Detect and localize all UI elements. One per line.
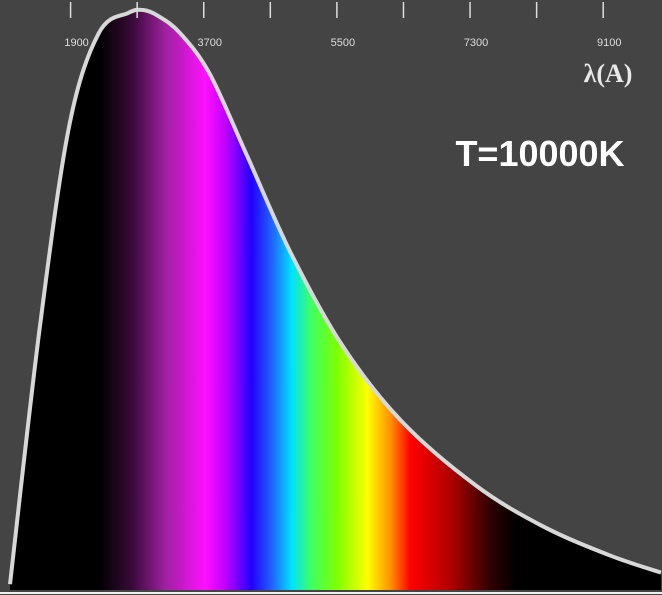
spectrum-area [10,9,661,590]
annotation: T=10000K [455,133,624,174]
curve-line [8,7,662,585]
x-tick-label: 5500 [331,37,355,49]
x-tick-label: 3700 [197,37,221,49]
x-tick-label: 7300 [464,37,488,49]
x-tick-label: 9100 [597,37,621,49]
x-axis-label: λ(A) [584,59,633,88]
x-tick-label: 1900 [64,37,88,49]
